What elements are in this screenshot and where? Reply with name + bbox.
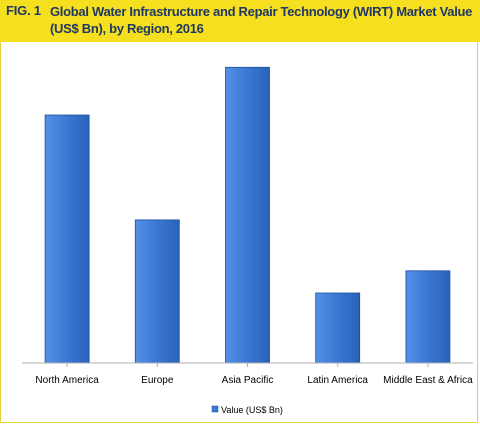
bar-europe	[134, 219, 180, 364]
x-tick-label: Europe	[141, 375, 174, 386]
x-tick-label: North America	[35, 375, 99, 386]
x-tick-label: Middle East & Africa	[383, 375, 473, 386]
bar-asia-pacific	[225, 66, 270, 364]
legend: Value (US$ Bn)	[211, 405, 283, 415]
chart-frame	[0, 42, 478, 423]
figure-label: FIG. 1	[6, 3, 41, 18]
bar-latin-america	[315, 292, 361, 364]
x-tick-label: Asia Pacific	[222, 375, 274, 386]
legend-swatch	[211, 405, 219, 413]
header-banner: FIG. 1 Global Water Infrastructure and R…	[0, 0, 480, 42]
bar-north-america	[44, 114, 90, 364]
x-tick-label: Latin America	[307, 375, 368, 386]
legend-label: Value (US$ Bn)	[221, 405, 283, 415]
chart-title: Global Water Infrastructure and Repair T…	[50, 4, 473, 36]
bar-middle-east-africa	[405, 270, 451, 364]
